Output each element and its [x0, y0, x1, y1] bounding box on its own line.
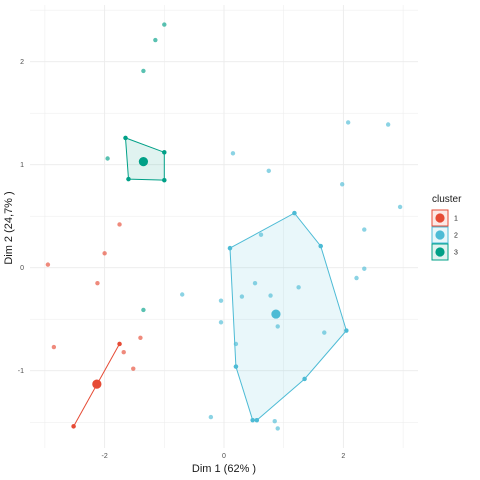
- legend-marker-1: [435, 213, 445, 223]
- cluster-1-point: [121, 349, 126, 355]
- cluster-2-point: [180, 292, 185, 297]
- cluster-2-point: [344, 328, 349, 333]
- cluster-3-point: [153, 37, 158, 43]
- cluster-2-point: [218, 320, 224, 325]
- cluster-2-point: [385, 122, 391, 127]
- cluster-1-point: [45, 262, 51, 267]
- cluster-1-point: [138, 335, 143, 340]
- cluster-2-point: [250, 417, 255, 423]
- cluster-2-point: [272, 419, 277, 424]
- cluster-3-point: [126, 176, 131, 182]
- tick-label-layer: -2 0 2 -1 0 1 2: [18, 59, 346, 460]
- point-layer: [45, 22, 403, 431]
- legend-label-1: 1: [454, 216, 458, 223]
- cluster-2-point: [258, 232, 264, 237]
- cluster-2-point: [233, 364, 239, 369]
- cluster-2-point: [318, 243, 323, 249]
- cluster-2-point: [208, 414, 214, 420]
- cluster-1-point: [51, 344, 57, 350]
- cluster-2-hull: [229, 212, 347, 421]
- cluster-1-point: [71, 424, 76, 429]
- centroid-layer: [92, 156, 281, 389]
- legend: cluster 1 2 3: [431, 194, 462, 261]
- cluster-2-point: [252, 280, 258, 286]
- cluster-3-point: [162, 150, 167, 155]
- legend-marker-2: [435, 230, 445, 240]
- cluster-2-point: [266, 168, 271, 174]
- cluster-2-point: [254, 417, 260, 423]
- cluster-2-point: [275, 324, 280, 329]
- legend-title: cluster: [432, 194, 462, 205]
- cluster-2-point: [339, 182, 345, 187]
- cluster-1-centroid: [92, 379, 102, 389]
- legend-marker-3: [435, 247, 445, 257]
- y-tick-label: 1: [20, 162, 24, 169]
- cluster-1-point: [131, 366, 136, 371]
- cluster-2-point: [354, 275, 359, 281]
- cluster-1-point: [95, 280, 100, 286]
- cluster-2-point: [362, 227, 367, 232]
- cluster-2-point: [292, 210, 297, 216]
- cluster-2-point: [227, 245, 233, 251]
- cluster-2-point: [296, 285, 301, 290]
- cluster-2-point: [218, 298, 224, 303]
- cluster-2-point: [230, 151, 236, 156]
- cluster-2-point: [239, 294, 245, 299]
- cluster-3-centroid: [138, 156, 149, 167]
- cluster-2-centroid: [271, 309, 281, 319]
- hull-layer: [71, 135, 349, 429]
- cluster-3-point: [162, 22, 167, 27]
- y-axis-title: Dim 2 (24,7% ): [3, 191, 15, 264]
- legend-label-2: 2: [454, 233, 458, 240]
- cluster-2-point: [233, 341, 239, 347]
- x-tick-label: 0: [222, 453, 226, 460]
- cluster-2-point: [322, 330, 327, 335]
- legend-label-3: 3: [454, 250, 458, 257]
- x-axis-title: Dim 1 (62% ): [192, 463, 256, 475]
- cluster-3-point: [105, 156, 110, 161]
- cluster-3-point: [162, 177, 167, 183]
- grid-layer: [30, 5, 418, 448]
- cluster-2-point: [362, 266, 367, 271]
- cluster-2-point: [268, 293, 273, 298]
- cluster-3-point: [141, 68, 146, 74]
- cluster-1-point: [117, 222, 122, 227]
- cluster-2-point: [397, 204, 403, 210]
- x-tick-label: -2: [101, 453, 107, 460]
- x-tick-label: 2: [341, 453, 345, 460]
- cluster-3-point: [123, 135, 128, 141]
- y-tick-label: 0: [20, 265, 24, 272]
- cluster-1-point: [102, 251, 107, 256]
- cluster-2-point: [302, 376, 307, 382]
- cluster-1-point: [117, 341, 122, 347]
- cluster-2-point: [345, 120, 351, 125]
- y-tick-label: 2: [20, 59, 24, 66]
- cluster-2-point: [275, 426, 280, 431]
- cluster-3-point: [141, 307, 146, 313]
- y-tick-label: -1: [18, 368, 24, 375]
